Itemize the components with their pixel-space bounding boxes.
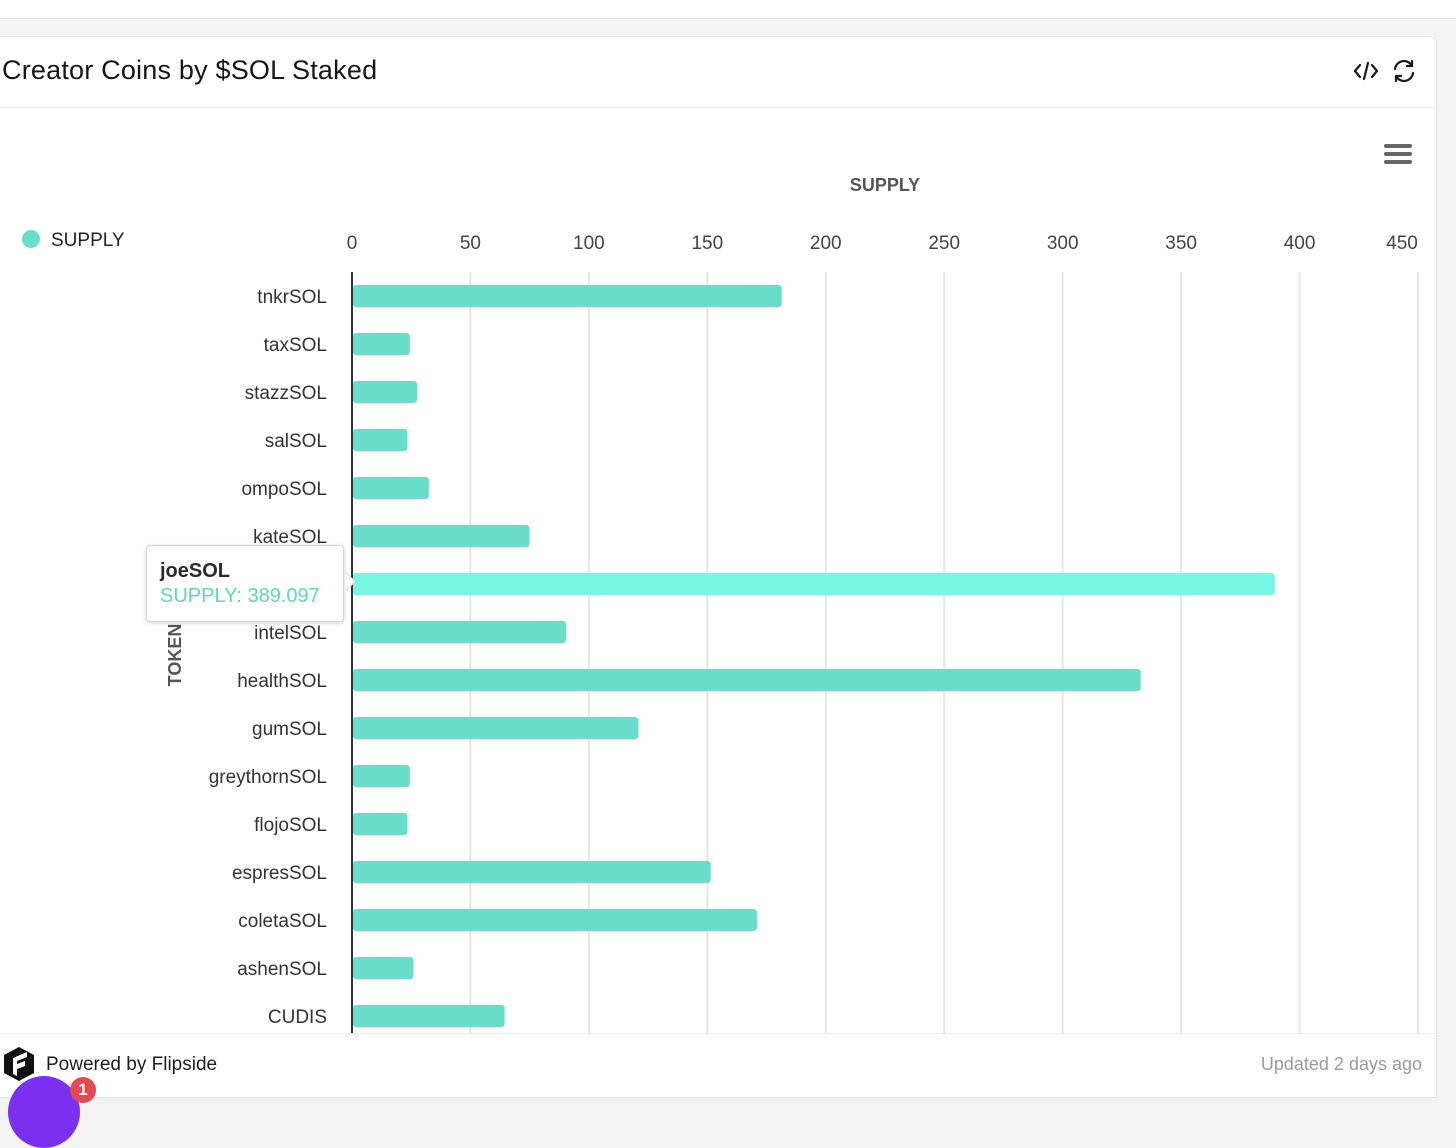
bar-chart: 0 50 100 150 200 250 300 350 400 450 SUPPLY SUPPLY T…: [22, 175, 1419, 1033]
bar: [353, 717, 639, 739]
bar: [353, 477, 429, 499]
y-tick-label: ompoSOL: [241, 479, 327, 500]
x-tick-label: 0: [347, 233, 358, 254]
x-tick-label: 450: [1386, 233, 1418, 254]
tooltip-value: SUPPLY: 389.097: [160, 585, 320, 607]
bar: [353, 861, 711, 883]
x-axis-title: SUPPLY: [850, 175, 920, 195]
x-tick-label: 150: [691, 233, 723, 254]
bar: [353, 957, 414, 979]
card-header: Creator Coins by $SOL Staked: [0, 37, 1436, 108]
bar: [353, 333, 410, 355]
y-tick-label: espresSOL: [232, 863, 327, 884]
hamburger-menu-icon[interactable]: [1378, 140, 1418, 172]
y-tick-label: taxSOL: [264, 335, 327, 356]
legend-marker: [22, 230, 40, 248]
card-title: Creator Coins by $SOL Staked: [2, 55, 378, 85]
bar: [353, 525, 530, 547]
y-tick-label: kateSOL: [253, 527, 327, 548]
x-tick-label: 50: [460, 233, 481, 254]
top-bar: [0, 0, 1456, 19]
bar: [353, 621, 567, 643]
bar: [353, 813, 408, 835]
card-footer: Powered by Flipside Updated 2 days ago: [0, 1033, 1436, 1098]
y-tick-label: intelSOL: [254, 623, 327, 644]
y-tick-label: stazzSOL: [245, 383, 327, 404]
y-axis-title: TOKEN: [165, 624, 185, 687]
bar: [353, 573, 1275, 595]
y-tick-label: tnkrSOL: [257, 287, 327, 308]
tooltip-name: joeSOL: [160, 560, 231, 582]
bar: [353, 285, 782, 307]
x-tick-label: 400: [1284, 233, 1316, 254]
refresh-icon[interactable]: [1390, 57, 1418, 85]
chat-bubble-icon[interactable]: [8, 1076, 80, 1148]
flipside-logo-icon: [2, 1046, 36, 1082]
bar: [353, 429, 408, 451]
y-tick-label: CUDIS: [268, 1007, 327, 1028]
powered-by-text[interactable]: Powered by Flipside: [46, 1054, 218, 1075]
y-tick-label: salSOL: [265, 431, 327, 452]
bar: [353, 765, 410, 787]
bar: [353, 1005, 505, 1027]
chart-area: 0 50 100 150 200 250 300 350 400 450 SUPPLY SUPPLY T…: [0, 108, 1436, 1033]
legend-label: SUPPLY: [51, 230, 125, 251]
x-tick-label: 200: [810, 233, 842, 254]
x-tick-label: 350: [1165, 233, 1197, 254]
x-tick-label: 250: [928, 233, 960, 254]
code-icon[interactable]: [1352, 57, 1380, 85]
y-tick-label: coletaSOL: [238, 911, 327, 932]
notification-badge: 1: [70, 1077, 96, 1103]
y-tick-label: greythornSOL: [209, 767, 327, 788]
bar: [353, 909, 757, 931]
bar: [353, 381, 417, 403]
y-tick-label: gumSOL: [252, 719, 327, 740]
y-tick-label: flojoSOL: [254, 815, 327, 836]
chart-tooltip: joeSOL SUPPLY: 389.097: [146, 545, 344, 622]
x-tick-label: 300: [1047, 233, 1079, 254]
updated-text: Updated 2 days ago: [1260, 1054, 1422, 1074]
chart-card: Creator Coins by $SOL Staked 0 50 100 150 20…: [0, 36, 1437, 1098]
y-tick-label: ashenSOL: [237, 959, 327, 980]
x-tick-label: 100: [573, 233, 605, 254]
y-tick-label: healthSOL: [237, 671, 327, 692]
bar: [353, 669, 1141, 691]
